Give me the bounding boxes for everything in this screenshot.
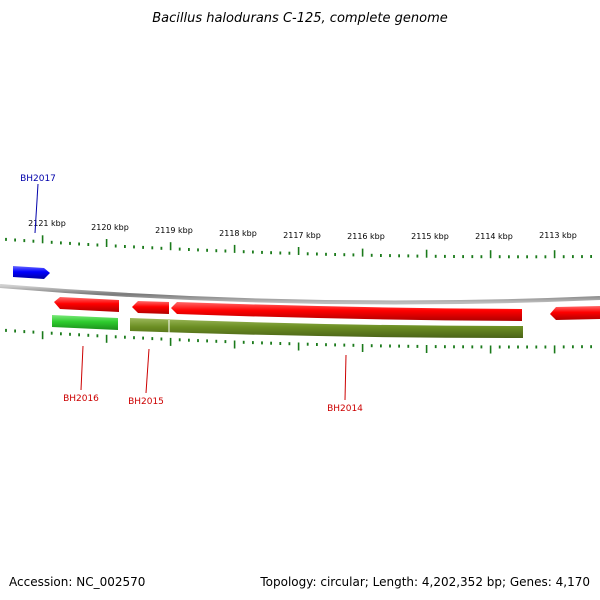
scale-label-2120: 2120 kbp <box>91 223 129 232</box>
gene-bh2014[interactable] <box>171 302 522 321</box>
scale-label-2114: 2114 kbp <box>475 232 513 241</box>
scale-label-2116: 2116 kbp <box>347 232 385 241</box>
leader-bh2015 <box>145 348 150 394</box>
scale-label-2113: 2113 kbp <box>539 231 577 240</box>
inner-tick-ring <box>5 328 592 354</box>
gene-bh2016-feature[interactable] <box>52 315 118 330</box>
outer-tick-ring <box>5 235 592 259</box>
genome-backbone <box>0 284 600 305</box>
leader-bh2016 <box>80 345 84 391</box>
gene-label-bh2016: BH2016 <box>63 394 99 404</box>
scale-label-2119: 2119 kbp <box>155 226 193 235</box>
accession-text: Accession: NC_002570 <box>9 575 145 589</box>
gene-bh2015[interactable] <box>132 301 169 314</box>
gene-right-edge[interactable] <box>550 306 600 320</box>
genome-summary-text: Topology: circular; Length: 4,202,352 bp… <box>259 575 590 589</box>
gene-label-bh2017: BH2017 <box>20 174 56 184</box>
gene-bh2017[interactable] <box>13 266 50 279</box>
scale-labels: 2121 kbp 2120 kbp 2119 kbp 2118 kbp 2117… <box>28 219 577 241</box>
gene-bh2014-feature[interactable] <box>130 318 523 338</box>
scale-label-2117: 2117 kbp <box>283 231 321 240</box>
gene-bh2016[interactable] <box>54 297 119 312</box>
gene-label-bh2014: BH2014 <box>327 404 363 414</box>
leader-bh2014 <box>344 354 347 401</box>
gene-label-bh2015: BH2015 <box>128 397 164 407</box>
map-title: Bacillus halodurans C-125, complete geno… <box>152 11 448 26</box>
scale-label-2115: 2115 kbp <box>411 232 449 241</box>
scale-label-2118: 2118 kbp <box>219 229 257 238</box>
leader-bh2017 <box>34 183 39 234</box>
scale-label-2121: 2121 kbp <box>28 219 66 228</box>
